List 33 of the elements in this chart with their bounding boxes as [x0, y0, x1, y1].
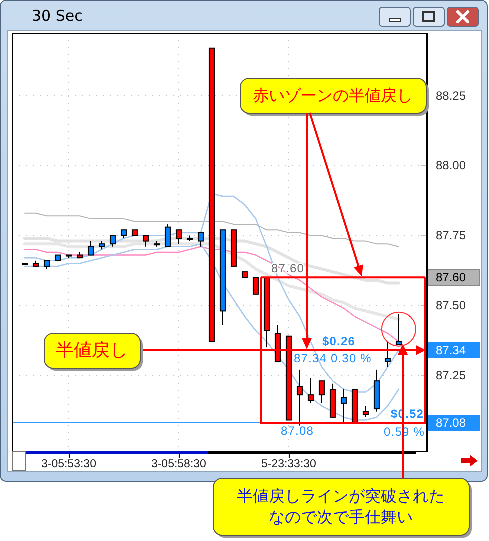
annotation: 87.34 0.30 %	[294, 351, 372, 366]
candlestick	[318, 380, 325, 404]
candlestick	[252, 277, 259, 295]
y-tick-label: 88.00	[436, 158, 466, 173]
annotation: $0.26	[322, 334, 356, 348]
candlestick	[362, 406, 369, 418]
candlestick	[384, 341, 391, 368]
annotation: 87.08	[281, 424, 314, 438]
candlestick	[176, 230, 182, 245]
candlestick	[296, 369, 303, 426]
chart-title: 30 Sec	[32, 7, 83, 25]
candlestick	[110, 235, 116, 248]
candlestick	[198, 232, 204, 248]
ref-line-label: 87.60	[436, 270, 466, 285]
line-series	[24, 212, 400, 248]
annotation: 赤いゾーンの半値戻し	[253, 86, 413, 105]
candlestick	[164, 224, 171, 248]
candlestick	[88, 240, 94, 256]
candlestick	[142, 235, 149, 248]
text: 半値戻しラインが突破されたなので次で手仕舞い	[237, 486, 445, 526]
x-tick-label: 5-23:33:30	[261, 458, 316, 470]
y-tick-label: 88.25	[436, 88, 466, 103]
annotation: 半値戻し	[56, 340, 128, 361]
ref-line-label: 87.08	[436, 416, 466, 430]
y-tick-label: 87.50	[436, 298, 466, 312]
y-tick-label: 87.75	[436, 228, 466, 243]
candlestick	[396, 313, 402, 346]
candlestick	[308, 378, 314, 404]
ref-line-label: 87.34	[436, 343, 466, 358]
x-tick-label: 3-05:53:30	[41, 458, 96, 470]
x-tick-label: 3-05:58:30	[151, 458, 206, 470]
candlestick	[340, 388, 347, 424]
y-tick-label: 87.25	[436, 368, 466, 382]
